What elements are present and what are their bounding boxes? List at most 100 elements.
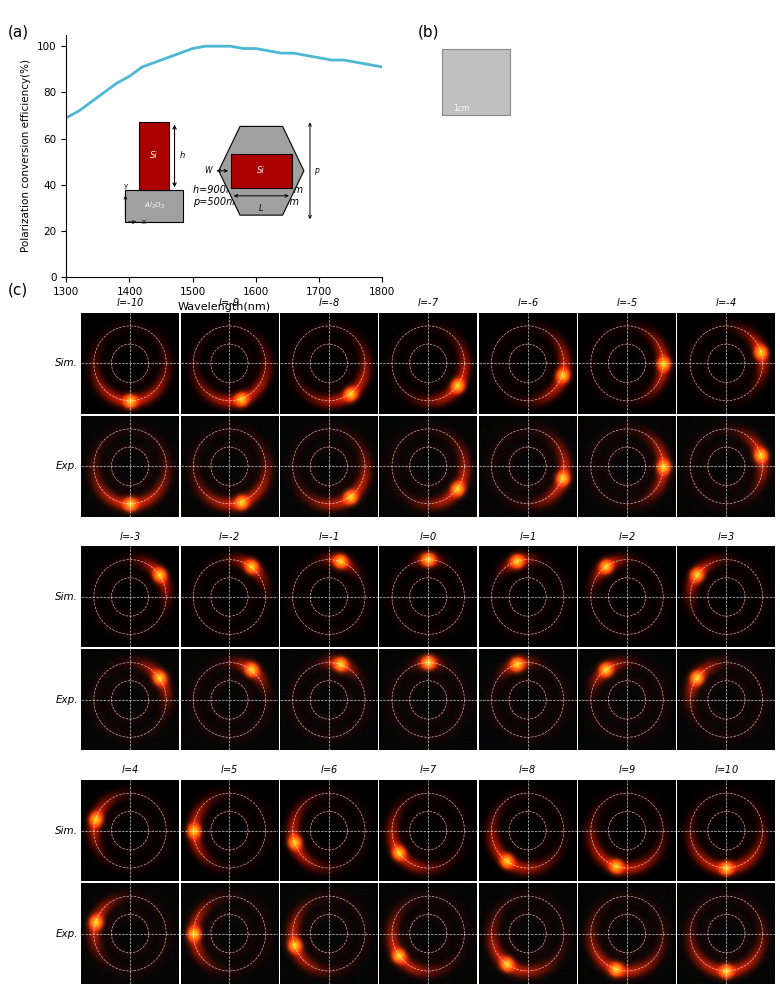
Ellipse shape <box>701 52 720 68</box>
X-axis label: Wavelength(nm): Wavelength(nm) <box>178 303 271 313</box>
Ellipse shape <box>546 206 565 228</box>
Ellipse shape <box>608 49 623 69</box>
Ellipse shape <box>612 130 628 147</box>
Ellipse shape <box>544 50 563 70</box>
Text: $l$=-7: $l$=-7 <box>417 296 439 308</box>
Ellipse shape <box>672 184 690 199</box>
Text: $l$=8: $l$=8 <box>518 763 537 775</box>
Ellipse shape <box>510 52 530 72</box>
Ellipse shape <box>546 182 566 202</box>
Text: $l$=2: $l$=2 <box>618 530 636 542</box>
Ellipse shape <box>575 181 592 196</box>
Text: $l$=-2: $l$=-2 <box>218 530 240 542</box>
Text: 1$\mu$m: 1$\mu$m <box>719 248 739 261</box>
Text: $l$=-1: $l$=-1 <box>318 530 339 542</box>
Ellipse shape <box>549 127 565 146</box>
Ellipse shape <box>452 133 471 148</box>
Ellipse shape <box>483 257 496 275</box>
Ellipse shape <box>450 104 466 121</box>
Ellipse shape <box>735 128 750 148</box>
Ellipse shape <box>480 231 495 249</box>
Text: $l$=-6: $l$=-6 <box>516 296 539 308</box>
Y-axis label: Polarization conversion efficiency(%): Polarization conversion efficiency(%) <box>21 59 31 252</box>
Ellipse shape <box>576 151 594 171</box>
Ellipse shape <box>704 233 720 249</box>
Ellipse shape <box>452 231 470 251</box>
Text: $l$=6: $l$=6 <box>320 763 339 775</box>
Ellipse shape <box>515 260 533 278</box>
Ellipse shape <box>513 182 532 200</box>
Ellipse shape <box>454 50 470 66</box>
Ellipse shape <box>483 77 497 98</box>
Ellipse shape <box>485 101 502 118</box>
Ellipse shape <box>576 50 591 67</box>
Ellipse shape <box>734 183 753 199</box>
Ellipse shape <box>702 79 718 97</box>
Ellipse shape <box>610 105 625 122</box>
Ellipse shape <box>704 180 723 198</box>
Ellipse shape <box>485 207 502 228</box>
Ellipse shape <box>420 258 438 278</box>
Ellipse shape <box>510 155 529 174</box>
Text: $l$=1: $l$=1 <box>519 530 537 542</box>
Ellipse shape <box>479 48 497 69</box>
Ellipse shape <box>417 208 436 225</box>
Ellipse shape <box>516 208 535 226</box>
Text: $l$=3: $l$=3 <box>717 530 736 542</box>
Text: Exp.: Exp. <box>55 461 78 471</box>
Ellipse shape <box>543 77 558 92</box>
Ellipse shape <box>479 155 498 176</box>
Ellipse shape <box>417 233 436 251</box>
Ellipse shape <box>670 205 686 224</box>
Polygon shape <box>218 127 304 215</box>
Ellipse shape <box>674 129 693 147</box>
Text: $l$=-8: $l$=-8 <box>317 296 340 308</box>
Text: $l$=0: $l$=0 <box>419 530 438 542</box>
Ellipse shape <box>574 207 591 225</box>
Text: $l$=-9: $l$=-9 <box>218 296 240 308</box>
Ellipse shape <box>576 230 592 251</box>
Ellipse shape <box>420 101 438 119</box>
Text: Sim.: Sim. <box>55 826 78 836</box>
Bar <box>231 153 292 188</box>
Ellipse shape <box>639 181 659 202</box>
Ellipse shape <box>639 78 658 95</box>
Ellipse shape <box>668 51 686 66</box>
Ellipse shape <box>513 77 531 97</box>
Text: $l$=10: $l$=10 <box>714 763 739 775</box>
Ellipse shape <box>733 100 751 120</box>
Text: Si: Si <box>151 151 158 160</box>
Ellipse shape <box>700 206 718 224</box>
Text: $l$=-5: $l$=-5 <box>616 296 638 308</box>
Ellipse shape <box>732 257 749 274</box>
Ellipse shape <box>642 102 659 122</box>
Ellipse shape <box>675 74 692 92</box>
Ellipse shape <box>512 128 532 144</box>
Ellipse shape <box>611 234 628 250</box>
Ellipse shape <box>637 258 658 277</box>
Text: $l$=-3: $l$=-3 <box>119 530 141 542</box>
Ellipse shape <box>511 102 530 123</box>
Ellipse shape <box>702 156 718 175</box>
Ellipse shape <box>448 78 465 95</box>
Ellipse shape <box>574 129 590 145</box>
Ellipse shape <box>673 259 690 280</box>
Ellipse shape <box>609 77 626 97</box>
Ellipse shape <box>511 232 529 248</box>
Ellipse shape <box>733 155 751 173</box>
Ellipse shape <box>732 75 750 92</box>
Text: p: p <box>314 166 319 175</box>
Text: (a): (a) <box>8 25 29 40</box>
Text: $l$=5: $l$=5 <box>220 763 239 775</box>
Ellipse shape <box>482 125 502 146</box>
Ellipse shape <box>417 78 434 93</box>
Ellipse shape <box>573 78 591 95</box>
Text: Sim.: Sim. <box>55 358 78 368</box>
Text: $l$=-4: $l$=-4 <box>715 296 737 308</box>
Ellipse shape <box>636 51 655 67</box>
Ellipse shape <box>674 101 693 122</box>
Text: Al$_2$O$_3$: Al$_2$O$_3$ <box>144 201 165 211</box>
Ellipse shape <box>417 150 437 172</box>
Ellipse shape <box>417 130 434 145</box>
Ellipse shape <box>640 205 661 225</box>
